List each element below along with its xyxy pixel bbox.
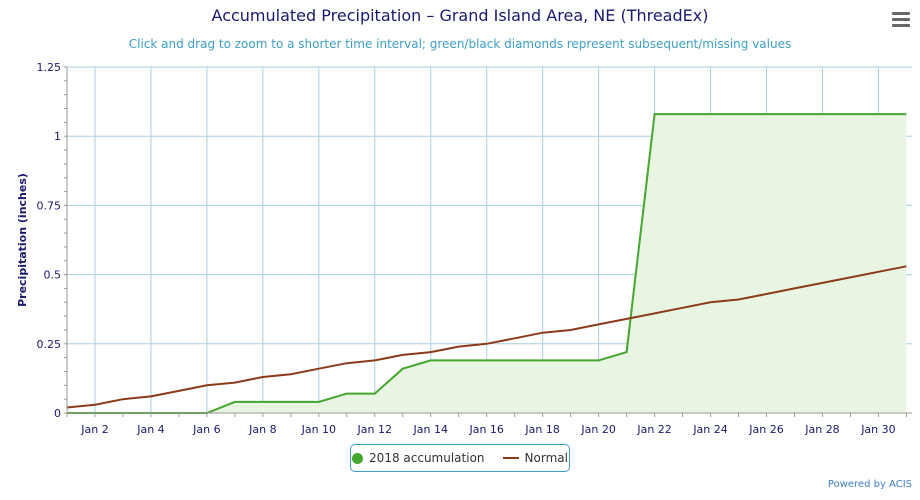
hamburger-menu-icon[interactable]: [892, 12, 910, 28]
x-tick-label: Jan 30: [860, 423, 895, 436]
legend-item-accumulation[interactable]: 2018 accumulation: [352, 451, 485, 465]
y-tick-label: 1.25: [37, 61, 62, 74]
x-tick-label: Jan 16: [468, 423, 503, 436]
y-tick-label: 1: [54, 130, 61, 143]
legend-label-accumulation: 2018 accumulation: [369, 451, 485, 465]
legend-item-normal[interactable]: Normal: [502, 451, 568, 465]
x-tick-label: Jan 22: [636, 423, 671, 436]
x-tick-label: Jan 2: [80, 423, 108, 436]
x-tick-label: Jan 18: [524, 423, 559, 436]
accumulation-area: [67, 114, 907, 413]
x-tick-label: Jan 6: [192, 423, 220, 436]
area-layer: [67, 114, 907, 413]
x-tick-label: Jan 28: [804, 423, 839, 436]
x-tick-label: Jan 14: [413, 423, 448, 436]
legend-label-normal: Normal: [524, 451, 568, 465]
x-tick-label: Jan 24: [692, 423, 727, 436]
x-tick-label: Jan 20: [580, 423, 615, 436]
chart-legend: 2018 accumulation Normal: [350, 444, 570, 472]
x-tick-label: Jan 10: [301, 423, 336, 436]
y-tick-label: 0: [54, 407, 61, 420]
x-tick-label: Jan 8: [248, 423, 276, 436]
credits-link[interactable]: Powered by ACIS: [827, 479, 912, 490]
y-tick-label: 0.5: [44, 269, 62, 282]
x-tick-label: Jan 12: [357, 423, 392, 436]
x-tick-label: Jan 26: [748, 423, 783, 436]
normal-line[interactable]: [66, 265, 907, 409]
y-tick-label: 0.75: [37, 199, 62, 212]
y-axis-label: Precipitation (inches): [16, 173, 29, 307]
legend-marker-accumulation: [352, 452, 364, 464]
x-tick-label: Jan 4: [136, 423, 164, 436]
axis-layer: 0 0.25 0.5 0.75 1 1.25 Jan 2 Jan 4 Jan 6 Jan 8 Jan…: [37, 61, 912, 436]
chart-subtitle: Click and drag to zoom to a shorter time…: [128, 37, 792, 51]
y-tick-label: 0.25: [37, 338, 62, 351]
legend-marker-normal: [502, 457, 519, 459]
chart-title: Accumulated Precipitation – Grand Island…: [211, 6, 709, 25]
